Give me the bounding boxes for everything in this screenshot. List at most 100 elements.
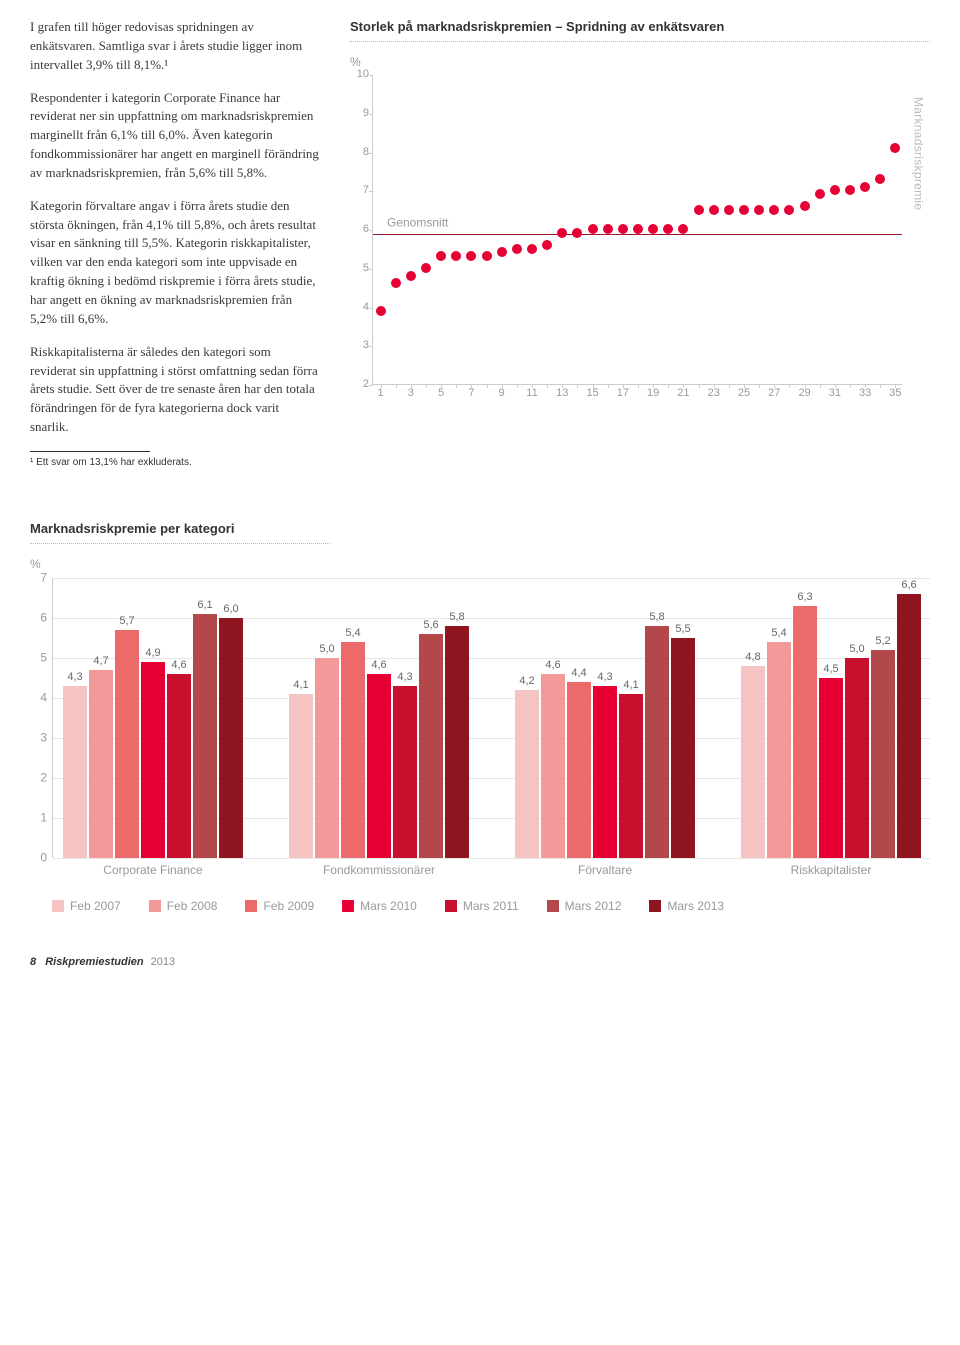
scatter-xtick: 15 [586,386,598,402]
legend-item: Mars 2013 [649,898,724,915]
para-1: I grafen till höger redovisas spridninge… [30,18,320,75]
bar: 6,0 [219,618,243,858]
legend-swatch [342,900,354,912]
footnote: ¹ Ett svar om 13,1% har exkluderats. [30,456,320,471]
bar-ytick: 5 [33,649,47,666]
bar-value-label: 4,1 [293,678,308,694]
bar: 4,7 [89,670,113,858]
scatter-dot [724,205,734,215]
scatter-xtick: 13 [556,386,568,402]
scatter-avg-label: Genomsnitt [387,215,448,234]
bar: 4,4 [567,682,591,858]
page-footer: 8 Riskpremiestudien 2013 [30,955,930,971]
bar-value-label: 4,3 [597,670,612,686]
bar-value-label: 5,6 [423,618,438,634]
scatter-dot [466,251,476,261]
bar-value-label: 5,4 [345,626,360,642]
legend-label: Feb 2008 [167,899,218,913]
scatter-side-label: Marknadsriskpremie [909,97,926,210]
scatter-title: Storlek på marknadsriskpremien – Spridni… [350,18,930,42]
scatter-dot [527,244,537,254]
bar-value-label: 5,4 [771,626,786,642]
scatter-dot [648,224,658,234]
bar: 6,6 [897,594,921,858]
scatter-dot [709,205,719,215]
bar-pct-label: % [30,556,930,573]
scatter-dot [406,271,416,281]
scatter-dot [694,205,704,215]
scatter-ytick: 3 [351,339,369,355]
bar: 4,1 [289,694,313,858]
bar-value-label: 5,8 [449,610,464,626]
bar-ytick: 2 [33,769,47,786]
bar-value-label: 5,8 [649,610,664,626]
scatter-dot [391,278,401,288]
bar-value-label: 4,9 [145,646,160,662]
scatter-dot [588,224,598,234]
bar: 5,0 [845,658,869,858]
scatter-dot [784,205,794,215]
para-4: Riskkapitalisterna är således den katego… [30,343,320,437]
scatter-dot [830,185,840,195]
bar-category-label: Riskkapitalister [791,862,872,879]
bar-group: 4,34,75,74,94,66,16,0Corporate Finance [63,614,243,858]
scatter-xtick: 11 [526,386,537,402]
bar-chart: 012345674,34,75,74,94,66,16,0Corporate F… [30,578,930,915]
legend-swatch [149,900,161,912]
scatter-xtick: 17 [617,386,629,402]
bar-value-label: 6,6 [901,578,916,594]
bar: 5,5 [671,638,695,858]
bar-value-label: 4,8 [745,650,760,666]
scatter-dot [815,189,825,199]
bar-value-label: 5,0 [319,642,334,658]
bar-title: Marknadsriskpremie per kategori [30,520,330,544]
bar-value-label: 4,6 [371,658,386,674]
bar: 5,2 [871,650,895,858]
scatter-dot [800,201,810,211]
scatter-xtick: 29 [798,386,810,402]
legend-item: Feb 2007 [52,898,121,915]
bar-legend: Feb 2007Feb 2008Feb 2009Mars 2010Mars 20… [52,898,930,915]
bar-value-label: 6,3 [797,590,812,606]
legend-label: Feb 2007 [70,899,121,913]
scatter-dot [739,205,749,215]
bar-value-label: 4,5 [823,662,838,678]
bar-group: 4,85,46,34,55,05,26,6Riskkapitalister [741,594,921,858]
scatter-dot [557,228,567,238]
scatter-xtick: 21 [677,386,689,402]
legend-label: Mars 2012 [565,899,622,913]
scatter-xtick: 5 [438,386,444,402]
bar-value-label: 6,1 [197,598,212,614]
scatter-dot [482,251,492,261]
scatter-xtick: 19 [647,386,659,402]
bar-value-label: 6,0 [223,602,238,618]
bar: 5,0 [315,658,339,858]
doc-year: 2013 [151,956,175,968]
bar-ytick: 7 [33,569,47,586]
bar-value-label: 4,2 [519,674,534,690]
bar-value-label: 5,0 [849,642,864,658]
scatter-xtick: 3 [408,386,414,402]
bar: 5,8 [445,626,469,858]
bar: 4,1 [619,694,643,858]
legend-item: Feb 2009 [245,898,314,915]
bar: 5,4 [341,642,365,858]
bar: 6,3 [793,606,817,858]
scatter-pct-label: % [350,54,930,71]
page-number: 8 [30,956,36,968]
bar: 6,1 [193,614,217,858]
scatter-xtick: 27 [768,386,780,402]
para-3: Kategorin förvaltare angav i förra årets… [30,197,320,329]
scatter-dot [512,244,522,254]
bar: 5,6 [419,634,443,858]
legend-item: Feb 2008 [149,898,218,915]
scatter-xtick: 7 [468,386,474,402]
bar-ytick: 6 [33,609,47,626]
bar-value-label: 4,7 [93,654,108,670]
legend-swatch [547,900,559,912]
bar: 5,8 [645,626,669,858]
bar: 5,4 [767,642,791,858]
legend-swatch [52,900,64,912]
scatter-xtick: 33 [859,386,871,402]
scatter-dot [436,251,446,261]
